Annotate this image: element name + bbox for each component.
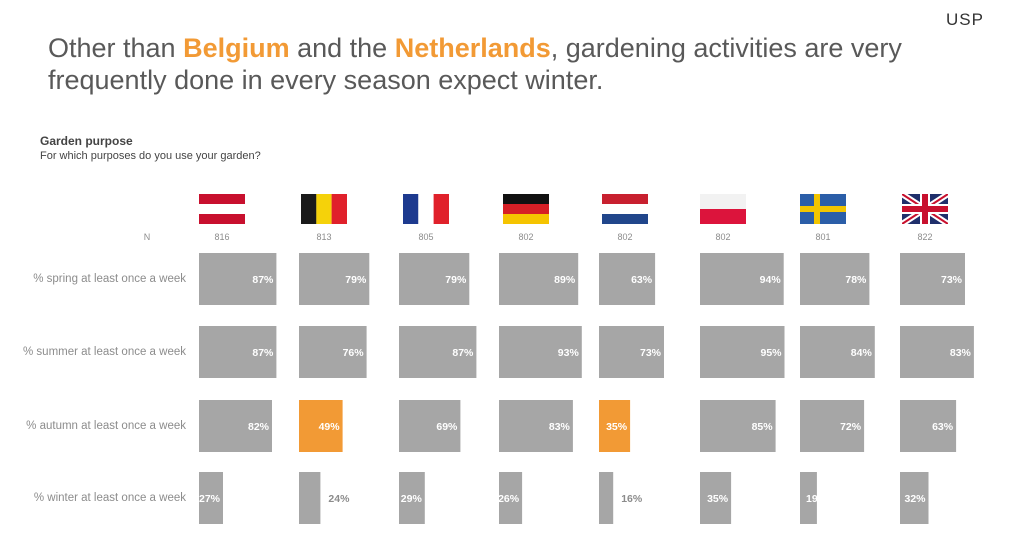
data-label: 27% — [199, 493, 221, 505]
usp-logo: USP — [946, 10, 984, 29]
bar — [700, 400, 776, 452]
data-label: 93% — [558, 347, 580, 359]
data-label: 82% — [248, 421, 270, 433]
data-label: 76% — [343, 347, 365, 359]
headline-text-3: , gardening activities are very frequent… — [48, 33, 902, 95]
data-label: 83% — [549, 421, 571, 433]
svg-text:% summer at least once a week: % summer at least once a week — [23, 346, 186, 358]
data-label: 83% — [950, 347, 972, 359]
svg-text:% autumn at least once a week: % autumn at least once a week — [26, 420, 186, 432]
data-label: 24% — [328, 493, 350, 505]
bar — [499, 400, 573, 452]
germany-flag — [503, 194, 549, 224]
bar — [199, 400, 272, 452]
data-label: 84% — [851, 347, 873, 359]
page-headline: Other than Belgium and the Netherlands, … — [48, 32, 1008, 96]
data-label: 79% — [345, 274, 367, 286]
n-value: 822 — [917, 232, 932, 242]
row-label: % autumn at least once a week — [26, 420, 186, 432]
data-label: 79% — [445, 274, 467, 286]
data-label: 35% — [606, 421, 628, 433]
bar — [800, 472, 817, 524]
bar — [800, 400, 865, 452]
data-label: 73% — [640, 347, 662, 359]
data-label: 69% — [436, 421, 458, 433]
bar — [700, 326, 785, 378]
row-label: % summer at least once a week — [23, 346, 186, 358]
bar — [900, 253, 965, 305]
bar — [599, 253, 656, 305]
bar — [299, 472, 321, 524]
netherlands-flag — [602, 194, 648, 224]
n-value: 816 — [214, 232, 229, 242]
n-label: N — [144, 232, 151, 242]
france-flag — [403, 194, 449, 224]
headline-highlight-belgium: Belgium — [183, 33, 290, 63]
bar — [399, 472, 425, 524]
data-label: 29% — [401, 493, 423, 505]
bar — [599, 400, 631, 452]
chart-subtitle: For which purposes do you use your garde… — [40, 150, 261, 162]
n-value: 802 — [715, 232, 730, 242]
bar — [700, 472, 732, 524]
data-label: 94% — [760, 274, 782, 286]
n-value: 802 — [617, 232, 632, 242]
data-label: 16% — [621, 493, 643, 505]
bar — [299, 400, 343, 452]
bar — [700, 253, 784, 305]
bar — [399, 326, 477, 378]
bar — [900, 400, 957, 452]
bar — [599, 326, 664, 378]
bar — [599, 472, 614, 524]
bar — [499, 472, 523, 524]
chart-title: Garden purpose — [40, 134, 133, 148]
bar — [499, 326, 582, 378]
data-label: 72% — [840, 421, 862, 433]
bar — [900, 326, 974, 378]
bar — [900, 472, 929, 524]
austria-flag — [199, 194, 245, 224]
svg-text:% spring at least once a week: % spring at least once a week — [33, 273, 186, 285]
headline-highlight-netherlands: Netherlands — [394, 33, 551, 63]
n-value: 801 — [815, 232, 830, 242]
bar — [399, 400, 461, 452]
row-label: % spring at least once a week — [33, 273, 186, 285]
data-label: 78% — [845, 274, 867, 286]
n-value: 805 — [418, 232, 433, 242]
data-label: 26% — [498, 493, 520, 505]
bar — [800, 253, 870, 305]
bar — [199, 472, 223, 524]
headline-text-2: and the — [289, 33, 395, 63]
uk-flag — [902, 194, 948, 224]
belgium-flag — [301, 194, 347, 224]
data-label: 32% — [904, 493, 926, 505]
data-label: 19 — [806, 493, 818, 505]
bar — [399, 253, 470, 305]
data-label: 85% — [752, 421, 774, 433]
data-label: 87% — [452, 347, 474, 359]
data-label: 89% — [554, 274, 576, 286]
data-label: 63% — [631, 274, 653, 286]
bar — [199, 253, 277, 305]
svg-text:% winter at least once a week: % winter at least once a week — [34, 492, 186, 504]
data-label: 35% — [707, 493, 729, 505]
data-label: 63% — [932, 421, 954, 433]
bar — [499, 253, 579, 305]
data-label: 87% — [252, 347, 274, 359]
bar — [299, 326, 367, 378]
sweden-flag — [800, 194, 846, 224]
headline-text-1: Other than — [48, 33, 184, 63]
poland-flag — [700, 194, 746, 224]
data-label: 73% — [941, 274, 963, 286]
data-label: 87% — [252, 274, 274, 286]
bar — [199, 326, 277, 378]
bar — [800, 326, 875, 378]
n-value: 813 — [316, 232, 331, 242]
data-label: 95% — [760, 347, 782, 359]
row-label: % winter at least once a week — [34, 492, 186, 504]
data-label: 49% — [319, 421, 341, 433]
bar — [299, 253, 370, 305]
n-value: 802 — [518, 232, 533, 242]
